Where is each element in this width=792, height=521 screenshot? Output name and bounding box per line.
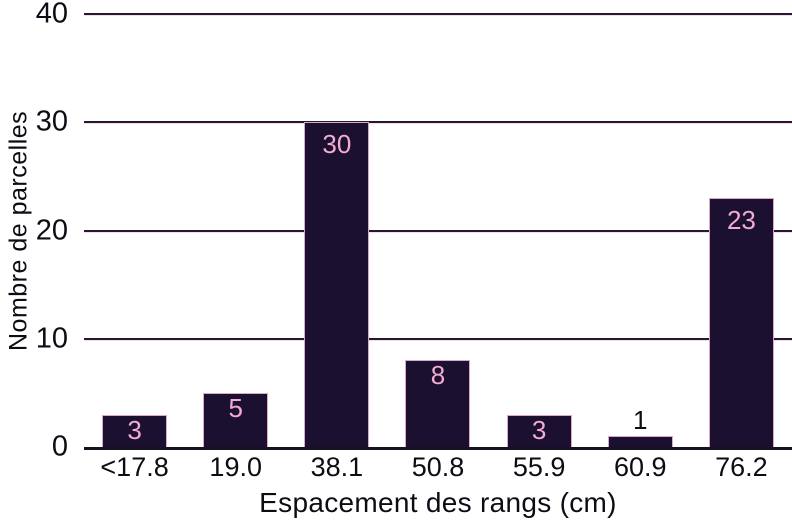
bar-slot: 5 bbox=[185, 14, 286, 447]
bar-55.9: 3 bbox=[506, 414, 572, 447]
x-tick-label: 50.8 bbox=[411, 452, 465, 482]
y-tick-label: 40 bbox=[35, 0, 68, 30]
y-tick-label: 10 bbox=[35, 322, 68, 355]
bar-38.1: 30 bbox=[304, 122, 370, 447]
x-tick-label: 55.9 bbox=[512, 452, 566, 482]
gridline bbox=[84, 121, 792, 124]
y-tick-label: 30 bbox=[35, 105, 68, 138]
x-tick-label: 38.1 bbox=[310, 452, 364, 482]
bar-value-label: 30 bbox=[322, 129, 352, 160]
bar-slot: 3 bbox=[84, 14, 185, 447]
bars-container: 3 5 30 8 3 1 23 bbox=[84, 14, 792, 447]
bar-60.9: 1 bbox=[607, 406, 673, 447]
bar-19.0: 5 bbox=[203, 392, 269, 447]
bar-<17.8: 3 bbox=[102, 414, 168, 447]
bar-76.2: 23 bbox=[708, 198, 774, 447]
gridline bbox=[84, 13, 792, 15]
bar-50.8: 8 bbox=[405, 360, 471, 447]
gridline bbox=[84, 337, 792, 340]
x-tick-label: <17.8 bbox=[100, 452, 169, 482]
x-axis-tick-labels: <17.8 19.0 38.1 50.8 55.9 60.9 76.2 bbox=[84, 452, 792, 483]
bar-value-label: 23 bbox=[726, 205, 756, 236]
bar-value-label: 3 bbox=[531, 414, 547, 445]
x-axis-title: Espacement des rangs (cm) bbox=[259, 487, 617, 518]
x-tick-label: 76.2 bbox=[715, 452, 768, 482]
plot-area: 3 5 30 8 3 1 23 bbox=[84, 13, 792, 450]
x-tick-label: 60.9 bbox=[613, 452, 667, 482]
bar-slot: 3 bbox=[489, 14, 590, 447]
bar-slot: 23 bbox=[691, 14, 792, 447]
bar-value-label: 3 bbox=[127, 414, 142, 445]
bar-slot: 1 bbox=[590, 14, 691, 447]
bar-value-label: 8 bbox=[430, 360, 446, 391]
x-tick-label: 19.0 bbox=[209, 452, 262, 482]
y-tick-label: 20 bbox=[35, 214, 68, 246]
bar-value-label: 5 bbox=[228, 392, 243, 423]
gridline bbox=[84, 229, 792, 232]
bar-slot: 8 bbox=[387, 14, 488, 447]
y-axis-tick-labels: 0 10 20 30 40 bbox=[0, 0, 84, 461]
bar-value-label: 1 bbox=[633, 404, 648, 435]
y-tick-label: 0 bbox=[51, 430, 68, 463]
bar-slot: 30 bbox=[286, 14, 387, 447]
